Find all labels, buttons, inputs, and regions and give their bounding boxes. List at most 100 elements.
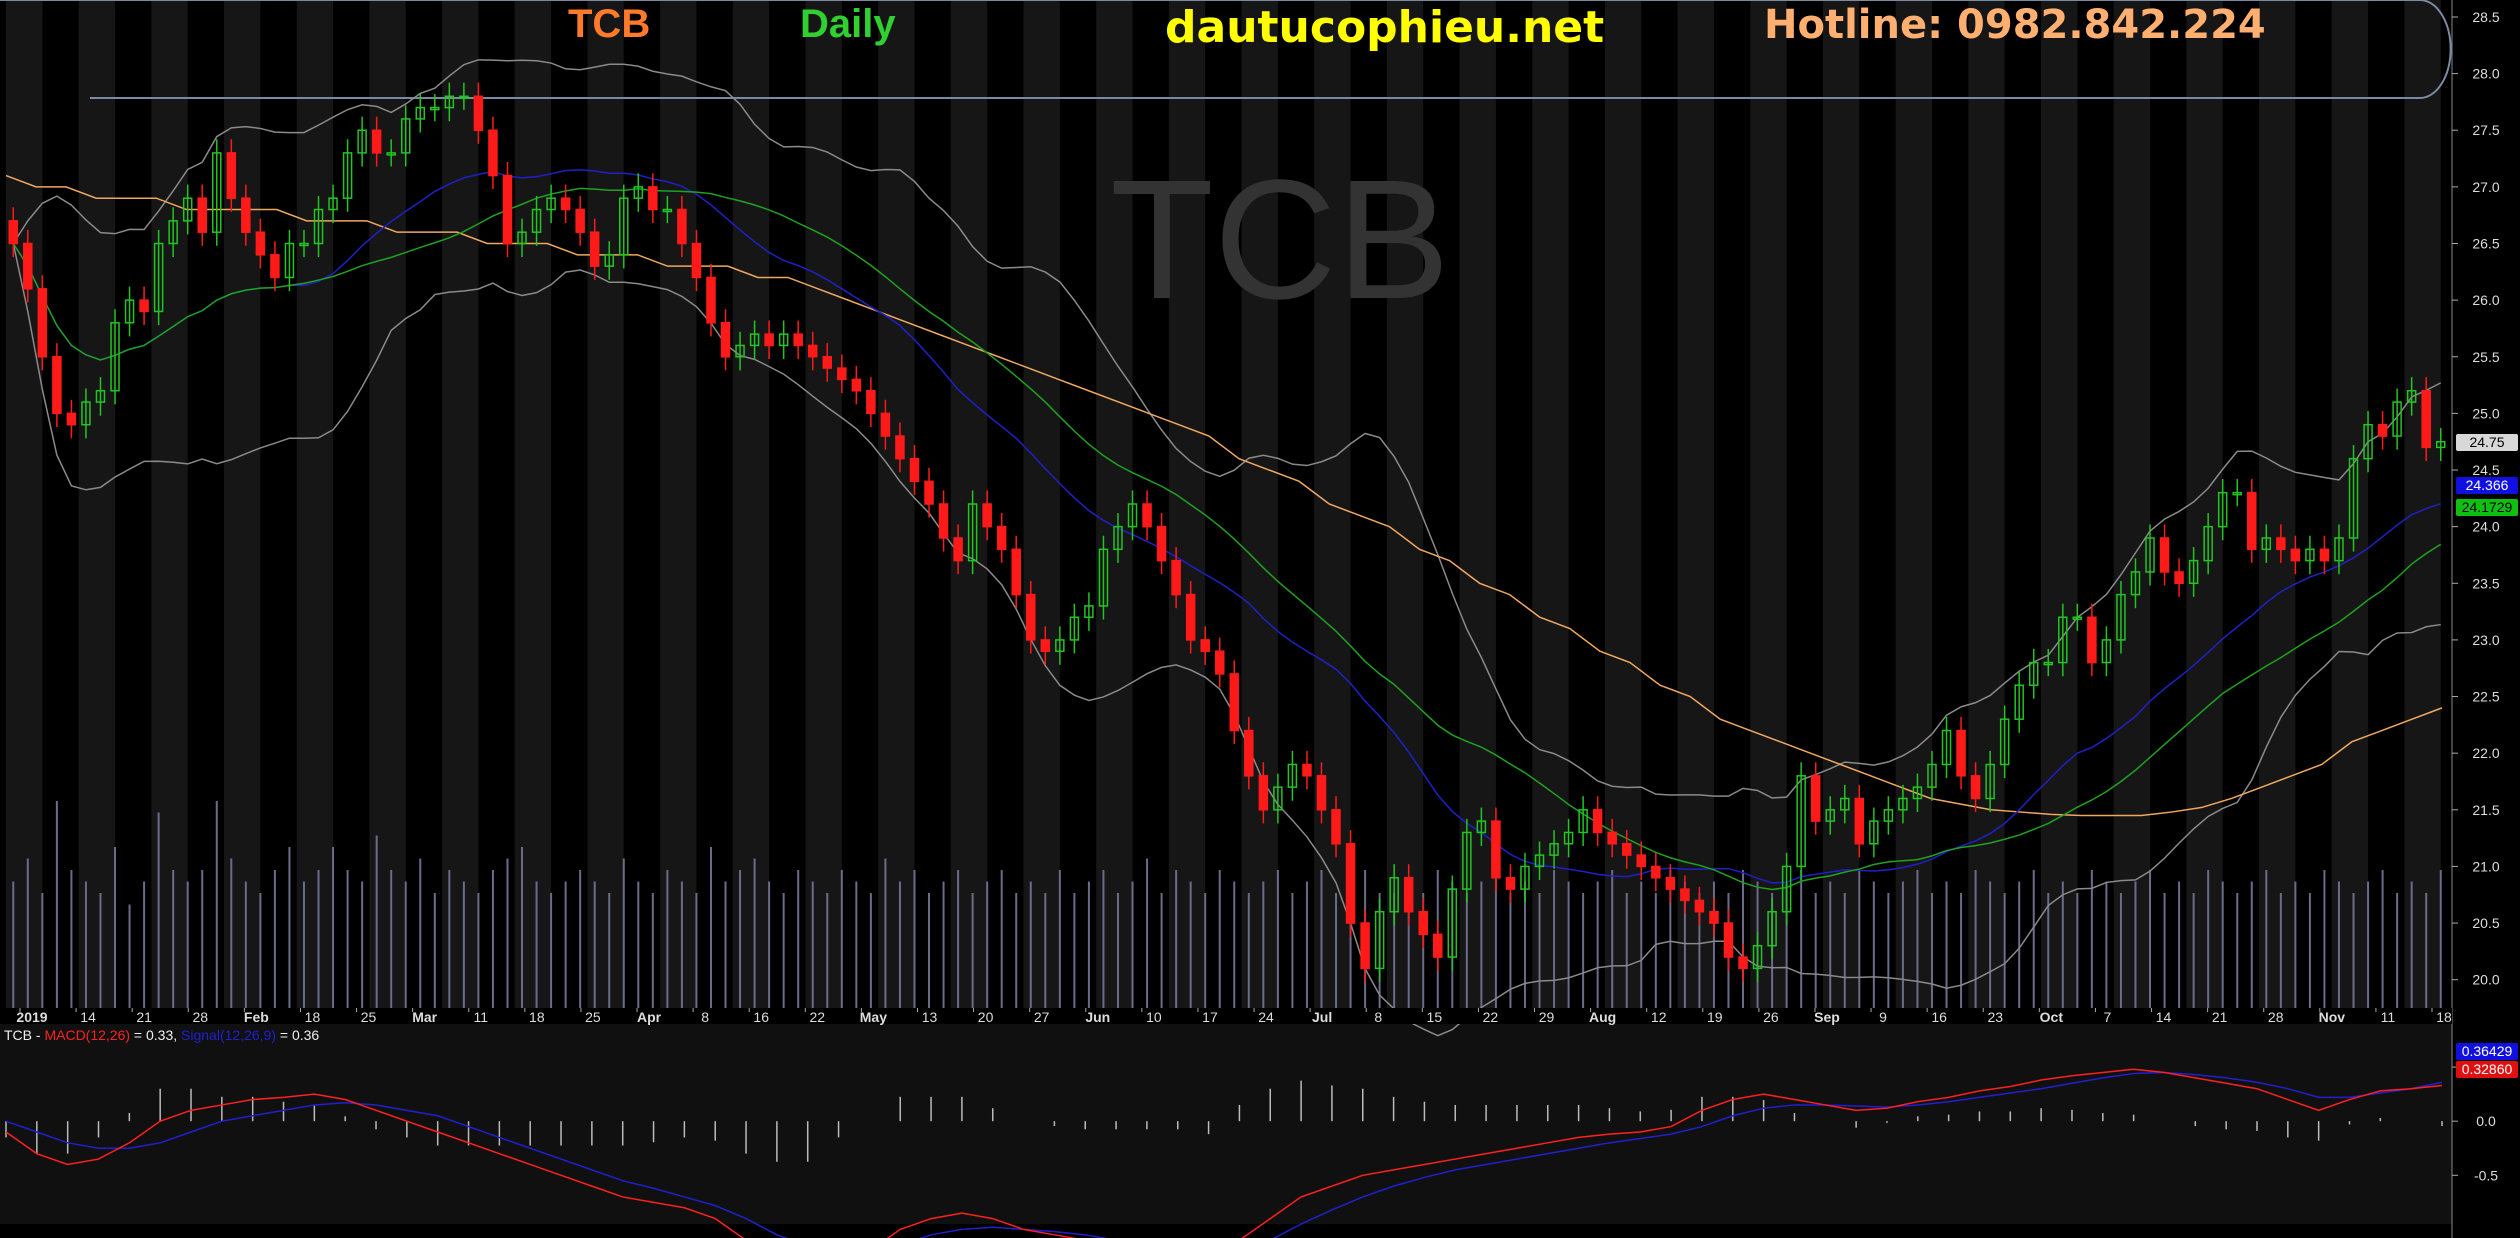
candle-down	[807, 344, 818, 358]
x-tick-label: 15	[1427, 1009, 1443, 1025]
signal-tag: 0.36429	[2456, 1043, 2518, 1060]
candle-up	[531, 208, 542, 233]
candle-up	[2028, 661, 2039, 686]
ma-long-line	[5, 174, 2443, 817]
x-tick-label: 11	[473, 1009, 488, 1025]
candle-down	[938, 503, 949, 539]
macd-tick-label: 0.0	[2476, 1113, 2496, 1129]
x-tick-label: Aug	[1589, 1009, 1616, 1025]
candle-down	[66, 412, 77, 426]
hotline-title: Hotline: 0982.842.224	[1764, 2, 2266, 48]
x-axis-bar	[0, 1008, 2452, 1024]
candle-up	[459, 95, 469, 100]
x-tick-label: 25	[361, 1009, 377, 1025]
candle-up	[967, 503, 978, 562]
bg-stripe	[1168, 0, 1206, 1010]
candle-up	[1069, 616, 1080, 641]
candle-up	[1927, 763, 1937, 788]
bollinger-lower	[12, 243, 2441, 1037]
x-tick-label: 27	[1034, 1009, 1050, 1025]
ticker-title: TCB	[568, 2, 651, 46]
candle-down	[1360, 922, 1370, 970]
candle-down	[575, 208, 585, 233]
x-tick-label: 21	[136, 1009, 152, 1025]
candle-down	[822, 356, 833, 369]
candle-up	[342, 152, 353, 199]
candle-up	[1055, 639, 1065, 652]
candle-up	[2203, 525, 2213, 562]
candle-down	[1418, 910, 1428, 936]
candle-down	[2421, 389, 2431, 449]
candle-up	[153, 242, 164, 313]
candle-down	[52, 356, 62, 415]
candle-down	[2377, 423, 2388, 437]
bg-stripe	[1096, 0, 1133, 1010]
x-tick-label: 29	[1539, 1009, 1555, 1025]
candle-up	[2116, 593, 2126, 641]
candle-up	[1476, 820, 1487, 834]
bg-stripe	[1968, 0, 2005, 1010]
x-tick-label: 9	[1879, 1009, 1887, 1025]
candle-up	[1462, 831, 1472, 890]
candle-up	[299, 242, 309, 247]
candle-up	[1898, 797, 1908, 811]
candle-down	[1244, 729, 1254, 777]
candle-down	[1142, 503, 1152, 528]
x-tick-label: 16	[1931, 1009, 1947, 1025]
candle-up	[604, 254, 614, 267]
candle-up	[2232, 491, 2242, 496]
x-tick-label: 28	[2268, 1009, 2284, 1025]
x-tick-label: Oct	[2040, 1009, 2064, 1025]
candle-down	[953, 537, 963, 562]
bg-stripe	[1677, 0, 1714, 1010]
signal-line	[5, 1071, 2443, 1238]
candle-up	[2261, 537, 2272, 551]
x-tick-label: Nov	[2319, 1009, 2346, 1025]
bg-stripe	[2041, 0, 2078, 1010]
ma-short-tag: 24.366	[2456, 477, 2518, 494]
y-tick-label: 28.5	[2472, 9, 2499, 25]
candle-up	[1752, 944, 1763, 970]
candle-up	[1796, 775, 1806, 868]
candle-down	[37, 288, 48, 358]
legend-macd-value: = 0.33,	[130, 1027, 182, 1043]
candle-up	[1127, 503, 1138, 528]
bg-stripe	[224, 0, 261, 1010]
candle-up	[1999, 718, 2010, 766]
watermark-text: TCB	[1110, 145, 1450, 335]
bg-stripe	[442, 0, 479, 1010]
macd-legend: TCB - MACD(12,26) = 0.33, Signal(12,26,9…	[4, 1027, 319, 1043]
y-tick-label: 22.5	[2472, 689, 2499, 705]
candle-up	[633, 186, 644, 199]
candle-up	[2363, 423, 2373, 460]
candle-down	[255, 231, 266, 256]
x-tick-label: 14	[80, 1009, 96, 1025]
macd-line	[5, 1068, 2443, 1238]
interval-title: Daily	[800, 2, 896, 46]
legend-macd-name: MACD(12,26)	[44, 1027, 131, 1043]
y-tick-label: 25.0	[2472, 405, 2499, 421]
candle-up	[313, 208, 324, 245]
candle-down	[1258, 775, 1269, 811]
bg-stripe	[2186, 0, 2223, 1010]
bg-stripe	[660, 0, 697, 1010]
bg-stripe	[369, 0, 406, 1010]
candle-up	[1883, 809, 1894, 822]
candle-down	[488, 129, 498, 177]
candle-up	[1520, 865, 1530, 890]
candle-down	[226, 152, 237, 199]
candle-up	[1084, 605, 1094, 619]
candle-down	[23, 242, 33, 290]
x-tick-label: Feb	[244, 1009, 269, 1025]
candle-up	[1273, 786, 1283, 811]
candle-up	[357, 129, 367, 154]
candle-down	[1680, 888, 1690, 902]
candle-down	[1331, 809, 1341, 845]
candle-up	[2217, 491, 2228, 528]
candle-down	[1810, 775, 1821, 822]
x-tick-label: 24	[1258, 1009, 1274, 1025]
candle-down	[1621, 843, 1632, 856]
candle-up	[95, 389, 106, 403]
candle-up	[1374, 910, 1385, 970]
